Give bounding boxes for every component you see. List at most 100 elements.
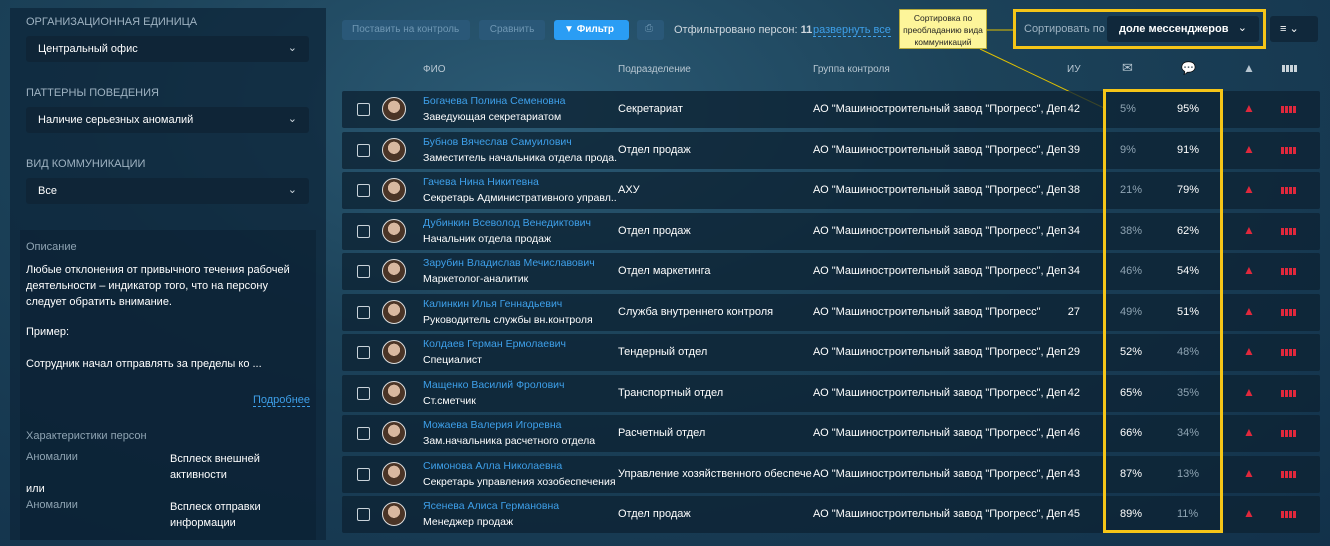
sort-label: Сортировать по: [1024, 23, 1105, 35]
row-checkbox[interactable]: [357, 224, 370, 238]
sort-order-button[interactable]: ≡ ⌄: [1270, 16, 1318, 42]
battery-icon[interactable]: [1282, 65, 1298, 72]
person-name-link[interactable]: Мащенко Василий Фролович: [423, 378, 565, 391]
row-checkbox[interactable]: [357, 467, 370, 481]
person-position: Секретарь управления хозобеспечения: [423, 475, 616, 488]
row-checkbox[interactable]: [357, 427, 370, 440]
control-group: АО "Машиностроительный завод "Прогресс",…: [813, 103, 1066, 115]
alert-icon[interactable]: ▲: [1243, 141, 1255, 156]
comm-type-value: Все: [38, 185, 57, 197]
control-group: АО "Машиностроительный завод "Прогресс",…: [813, 386, 1066, 399]
row-checkbox[interactable]: [357, 184, 370, 197]
envelope-icon[interactable]: ✉: [1122, 60, 1133, 75]
person-name-link[interactable]: Колдаев Герман Ермолаевич: [423, 338, 566, 350]
email-share: 38%: [1120, 224, 1143, 237]
callout-note: Сортировка по преобладанию вида коммуник…: [899, 9, 987, 49]
row-checkbox[interactable]: [357, 103, 370, 116]
table-row[interactable]: Мащенко Василий Фролович Ст.сметчик Тран…: [342, 374, 1320, 412]
avatar: [382, 97, 406, 121]
filtered-count: Отфильтровано персон: 11: [674, 24, 812, 36]
department: Отдел продаж: [618, 224, 691, 237]
row-checkbox[interactable]: [357, 508, 370, 521]
alert-icon[interactable]: ▲: [1243, 506, 1255, 520]
person-name-link[interactable]: Бубнов Вячеслав Самуилович: [423, 135, 572, 148]
iu-value: 29: [1067, 346, 1080, 358]
description-label: Описание: [26, 241, 77, 253]
alert-icon[interactable]: ▲: [1243, 344, 1255, 358]
org-unit-select[interactable]: Центральный офис ⌄: [26, 36, 309, 62]
patterns-select[interactable]: Наличие серьезных аномалий ⌄: [26, 107, 309, 133]
sort-select[interactable]: доле мессенджеров ⌄: [1107, 16, 1259, 42]
person-name-link[interactable]: Можаева Валерия Игоревна: [423, 419, 562, 431]
iu-value: 46: [1067, 427, 1080, 439]
compare-button[interactable]: Сравнить: [479, 20, 545, 40]
row-checkbox[interactable]: [357, 346, 370, 359]
control-group: АО "Машиностроительный завод "Прогресс",…: [813, 143, 1066, 156]
table-row[interactable]: Гачева Нина Никитевна Секретарь Админист…: [342, 172, 1320, 209]
comm-type-select[interactable]: Все ⌄: [26, 178, 309, 204]
control-group: АО "Машиностроительный завод "Прогресс": [813, 305, 1041, 318]
department: Служба внутреннего контроля: [618, 305, 774, 318]
header-iu[interactable]: ИУ: [1067, 64, 1081, 75]
table-row[interactable]: Можаева Валерия Игоревна Зам.начальника …: [342, 415, 1320, 452]
alert-icon[interactable]: ▲: [1243, 384, 1255, 399]
header-name[interactable]: ФИО: [423, 64, 446, 75]
messenger-share: 95%: [1177, 103, 1200, 115]
control-group: АО "Машиностроительный завод "Прогресс",…: [813, 427, 1066, 439]
person-position: Заведующая секретариатом: [423, 111, 562, 123]
person-name-link[interactable]: Богачева Полина Семеновна: [423, 95, 566, 107]
department: Расчетный отдел: [618, 427, 706, 439]
put-on-control-button[interactable]: Поставить на контроль: [342, 20, 470, 40]
row-checkbox[interactable]: [357, 143, 370, 157]
comm-type-label: Вид коммуникации: [26, 158, 146, 170]
header-dept[interactable]: Подразделение: [618, 64, 691, 75]
or-label: или: [26, 483, 45, 495]
iu-value: 34: [1067, 265, 1080, 277]
alert-icon[interactable]: ▲: [1243, 465, 1255, 480]
control-group: АО "Машиностроительный завод "Прогресс",…: [813, 224, 1066, 237]
person-name-link[interactable]: Симонова Алла Николаевна: [423, 459, 563, 472]
more-link[interactable]: Подробнее: [252, 394, 310, 407]
char-key: Аномалии: [26, 451, 78, 463]
row-checkbox[interactable]: [357, 386, 370, 400]
table-row[interactable]: Ясенева Алиса Германовна Менеджер продаж…: [342, 496, 1320, 533]
chars-label: Характеристики персон: [26, 430, 147, 442]
header-group[interactable]: Группа контроля: [813, 64, 890, 75]
alert-icon[interactable]: ▲: [1243, 222, 1255, 237]
expand-all-link[interactable]: развернуть все: [813, 24, 891, 37]
alert-icon[interactable]: ▲: [1243, 263, 1255, 277]
person-name-link[interactable]: Дубинкин Всеволод Венедиктович: [423, 216, 592, 229]
person-name-link[interactable]: Калинкин Илья Геннадьевич: [423, 297, 563, 310]
table-row[interactable]: Бубнов Вячеслав Самуилович Заместитель н…: [342, 131, 1320, 169]
table-row[interactable]: Дубинкин Всеволод Венедиктович Начальник…: [342, 212, 1320, 250]
person-position: Маркетолог-аналитик: [423, 273, 529, 285]
messenger-share: 91%: [1177, 143, 1200, 156]
person-name-link[interactable]: Гачева Нина Никитевна: [423, 176, 539, 188]
warning-icon[interactable]: ▲: [1243, 61, 1255, 75]
avatar: [382, 137, 406, 162]
table-row[interactable]: Зарубин Владислав Мечиславович Маркетоло…: [342, 253, 1320, 290]
iu-value: 27: [1067, 305, 1080, 318]
table-row[interactable]: Богачева Полина Семеновна Заведующая сек…: [342, 91, 1320, 128]
control-group: АО "Машиностроительный завод "Прогресс",…: [813, 184, 1066, 196]
messenger-share: 35%: [1177, 386, 1200, 399]
table-row[interactable]: Симонова Алла Николаевна Секретарь управ…: [342, 455, 1320, 493]
alert-icon[interactable]: ▲: [1243, 425, 1255, 439]
email-share: 52%: [1120, 346, 1143, 358]
alert-icon[interactable]: ▲: [1243, 303, 1255, 318]
table-row[interactable]: Калинкин Илья Геннадьевич Руководитель с…: [342, 293, 1320, 331]
department: Отдел продаж: [618, 508, 691, 520]
person-position: Руководитель службы вн.контроля: [423, 313, 593, 326]
row-checkbox[interactable]: [357, 305, 370, 319]
print-button[interactable]: ⎙: [637, 20, 664, 40]
chat-icon[interactable]: 💬: [1181, 61, 1196, 75]
alert-icon[interactable]: ▲: [1243, 101, 1255, 115]
filter-button[interactable]: ▼ Фильтр: [554, 20, 629, 40]
table-row[interactable]: Колдаев Герман Ермолаевич Специалист Тен…: [342, 334, 1320, 371]
patterns-label: Паттерны поведения: [26, 87, 159, 99]
alert-icon[interactable]: ▲: [1243, 182, 1255, 196]
row-checkbox[interactable]: [357, 265, 370, 278]
risk-battery-icon: [1281, 268, 1297, 275]
person-name-link[interactable]: Ясенева Алиса Германовна: [423, 500, 560, 512]
person-name-link[interactable]: Зарубин Владислав Мечиславович: [423, 257, 595, 269]
